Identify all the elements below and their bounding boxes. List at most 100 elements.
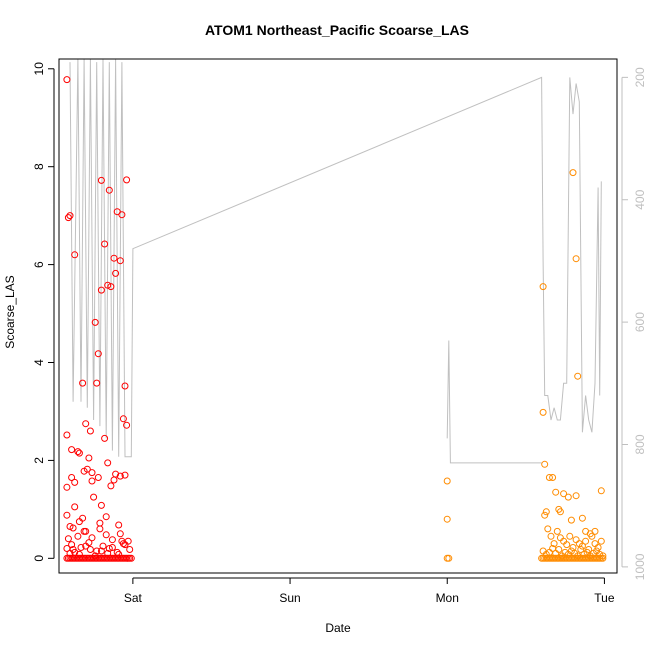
data-point bbox=[563, 541, 571, 549]
y2-tick-label: 600 bbox=[633, 312, 647, 332]
data-point bbox=[104, 549, 112, 557]
chart-title: ATOM1 Northeast_Pacific Scoarse_LAS bbox=[205, 22, 469, 38]
data-point bbox=[101, 240, 109, 248]
data-point bbox=[79, 379, 87, 387]
y-tick-label: 8 bbox=[32, 163, 46, 170]
data-point bbox=[82, 542, 90, 550]
data-point bbox=[68, 446, 76, 454]
depth-line-layer bbox=[69, 59, 602, 464]
data-point bbox=[108, 536, 116, 544]
data-point bbox=[107, 283, 115, 291]
data-point bbox=[74, 532, 82, 540]
data-point bbox=[555, 546, 563, 553]
data-point bbox=[582, 537, 590, 545]
data-point bbox=[549, 474, 557, 481]
right-depth-axis: 200 400 600 800 1000 bbox=[621, 67, 647, 580]
data-point bbox=[569, 169, 577, 177]
data-point bbox=[68, 541, 76, 549]
y-tick-label: 2 bbox=[32, 457, 46, 464]
data-point bbox=[86, 427, 94, 435]
data-point bbox=[121, 382, 129, 390]
data-point bbox=[572, 492, 580, 500]
data-point bbox=[121, 541, 129, 549]
data-point bbox=[545, 474, 553, 481]
data-point bbox=[64, 535, 72, 543]
data-point bbox=[101, 434, 109, 442]
data-point bbox=[118, 211, 126, 219]
data-point bbox=[112, 269, 120, 277]
data-point bbox=[102, 513, 110, 521]
data-point bbox=[88, 534, 96, 542]
points-layer bbox=[63, 76, 607, 562]
data-point bbox=[97, 547, 105, 555]
data-point bbox=[63, 511, 71, 519]
data-point bbox=[577, 546, 585, 553]
data-point bbox=[547, 532, 555, 540]
y-axis: 0 2 4 6 8 10 bbox=[32, 62, 55, 562]
data-point bbox=[105, 545, 113, 552]
data-point bbox=[66, 523, 74, 530]
x-axis: Sat Sun Mon Tue bbox=[124, 577, 615, 605]
depth-line bbox=[69, 59, 602, 458]
data-point bbox=[116, 530, 124, 538]
data-point bbox=[68, 474, 76, 481]
data-point bbox=[443, 554, 451, 562]
data-point bbox=[542, 508, 550, 516]
data-point bbox=[567, 516, 575, 524]
data-point bbox=[124, 554, 132, 562]
data-point bbox=[80, 527, 88, 535]
data-point bbox=[560, 490, 568, 498]
data-point bbox=[63, 76, 71, 84]
data-point bbox=[556, 508, 564, 516]
data-point bbox=[123, 176, 131, 184]
data-point bbox=[121, 554, 129, 562]
data-point bbox=[110, 254, 118, 262]
x-tick-label: Mon bbox=[436, 591, 459, 605]
data-point bbox=[94, 474, 102, 481]
data-point bbox=[88, 469, 96, 477]
data-point bbox=[64, 214, 72, 222]
data-point bbox=[90, 493, 98, 501]
data-point bbox=[77, 544, 85, 551]
data-point bbox=[63, 483, 71, 491]
data-point bbox=[116, 472, 124, 480]
data-point bbox=[550, 540, 558, 548]
data-point bbox=[108, 544, 116, 551]
data-point bbox=[75, 449, 83, 457]
data-point bbox=[539, 408, 547, 416]
data-point bbox=[588, 532, 596, 540]
y-axis-label: Scoarse_LAS bbox=[3, 275, 17, 348]
data-point bbox=[539, 283, 547, 291]
data-point bbox=[572, 255, 580, 263]
data-point bbox=[83, 465, 91, 473]
data-point bbox=[91, 318, 99, 326]
data-point bbox=[541, 460, 549, 468]
y2-tick-label: 200 bbox=[633, 67, 647, 87]
data-point bbox=[119, 415, 127, 423]
data-point bbox=[564, 493, 572, 501]
data-point bbox=[115, 521, 123, 529]
data-point bbox=[99, 542, 107, 550]
data-point bbox=[110, 476, 118, 484]
data-point bbox=[88, 477, 96, 485]
data-point bbox=[443, 515, 451, 523]
plot-frame bbox=[58, 58, 618, 574]
data-point bbox=[93, 547, 101, 555]
y-tick-label: 6 bbox=[32, 261, 46, 268]
data-point bbox=[86, 546, 94, 553]
data-point bbox=[597, 487, 605, 495]
data-point bbox=[597, 537, 605, 545]
data-point bbox=[116, 257, 124, 265]
x-tick-label: Sun bbox=[279, 591, 300, 605]
data-point bbox=[594, 544, 602, 551]
data-point bbox=[74, 448, 82, 456]
data-point bbox=[578, 542, 586, 550]
data-point bbox=[79, 514, 87, 522]
data-point bbox=[97, 176, 105, 184]
data-point bbox=[107, 482, 115, 490]
data-point bbox=[541, 511, 549, 519]
x-tick-label: Sat bbox=[124, 591, 143, 605]
data-point bbox=[126, 546, 134, 553]
data-point bbox=[553, 527, 561, 535]
